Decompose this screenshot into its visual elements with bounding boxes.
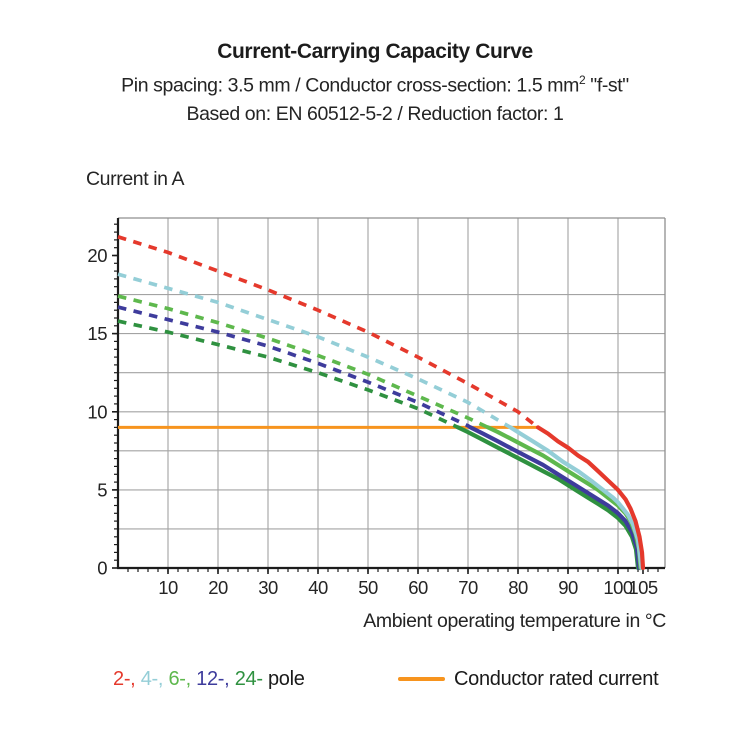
y-axis-title: Current in A: [86, 168, 185, 190]
legend-pole-item-12-pole: 12-,: [196, 668, 230, 690]
series-24-pole-dashed: [117, 319, 459, 430]
series-12-pole-dashed: [117, 305, 472, 429]
series-4-pole-solid: [508, 425, 644, 571]
x-tick-label: 40: [308, 577, 328, 598]
x-tick-label: 30: [258, 577, 278, 598]
series-2-pole-solid: [535, 425, 646, 571]
x-tick-label: 90: [558, 577, 578, 598]
rated-current-label: Conductor rated current: [454, 668, 659, 690]
legend-rated-current: Conductor rated current: [398, 668, 659, 691]
x-tick-label: 50: [358, 577, 378, 598]
legend-pole-suffix: pole: [262, 668, 305, 690]
legend-pole-item-4-pole: 4-,: [140, 668, 164, 690]
series-6-pole-dashed: [117, 294, 489, 430]
chart-subtitle-standard: Based on: EN 60512-5-2 / Reduction facto…: [186, 102, 564, 125]
legend-pole-counts: 2-, 4-, 6-, 12-, 24- pole: [113, 668, 305, 691]
x-tick-label: 100: [603, 577, 633, 598]
x-tick-label: 80: [508, 577, 528, 598]
x-tick-label: 10: [158, 577, 178, 598]
y-tick-label: 0: [97, 558, 107, 579]
series-4-pole-dashed: [117, 272, 512, 429]
legend-pole-item-6-pole: 6-,: [168, 668, 191, 690]
x-tick-label: 70: [458, 577, 478, 598]
y-tick-label: 10: [87, 401, 107, 422]
chart-title: Current-Carrying Capacity Curve: [217, 40, 533, 63]
subtitle-superscript: 2: [579, 73, 586, 87]
x-tick-label: 20: [208, 577, 228, 598]
legend-pole-item-24-pole: 24-: [234, 668, 263, 690]
subtitle-text: Pin spacing: 3.5 mm / Conductor cross-se…: [121, 74, 579, 97]
y-tick-label: 20: [87, 245, 107, 266]
rated-current-line-swatch: [398, 677, 445, 681]
x-tick-label: 60: [408, 577, 428, 598]
series-2-pole-dashed: [117, 235, 540, 429]
chart-subtitle-pin-spacing: Pin spacing: 3.5 mm / Conductor cross-se…: [0, 66, 750, 100]
series-12-pole-solid: [468, 425, 642, 571]
legend: 2-, 4-, 6-, 12-, 24- pole Conductor rate…: [0, 666, 750, 700]
chart-header: Current-Carrying Capacity Curve Pin spac…: [0, 38, 750, 128]
y-tick-label: 5: [97, 479, 107, 500]
subtitle-text-suffix: "f-st": [585, 74, 629, 97]
x-axis-title: Ambient operating temperature in °C: [363, 610, 666, 632]
y-tick-label: 15: [87, 323, 107, 344]
x-tick-label: 105: [628, 577, 658, 598]
legend-pole-item-2-pole: 2-,: [113, 668, 136, 690]
series-24-pole-solid: [455, 425, 641, 571]
